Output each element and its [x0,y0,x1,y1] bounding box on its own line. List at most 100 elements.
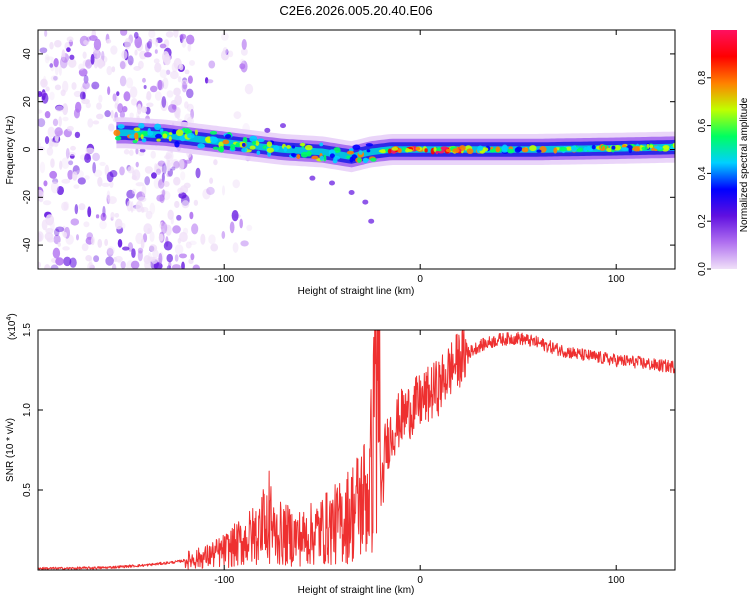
spectrogram-ridge-blob [138,122,145,129]
spectrogram-noise-blob [91,81,100,90]
spectrogram-ridge-blob [495,146,501,153]
spectrogram-ridge-blob [283,146,288,152]
spectrogram-noise-blob [71,82,77,90]
spectrogram-noise-blob [123,91,131,102]
spectrogram-noise-blob [104,110,111,118]
spectrogram-band-core [116,129,675,160]
spectrogram-noise-blob [54,228,60,237]
spectrogram-noise-blob [158,252,163,265]
spectrogram-noise-blob [184,159,192,164]
spectrogram-noise-blob [119,61,126,70]
spectrogram-noise-blob [45,214,55,226]
spectrogram-noise-blob [110,212,115,219]
spectrogram-noise-blob [111,263,117,269]
spectrogram-noise-blob [181,200,190,209]
snr-multiplier-exp: 4 [6,317,13,321]
spectrogram-noise-blob [107,123,115,132]
spectrogram-noise-blob [204,77,209,84]
spectrogram-noise-blob [222,47,228,56]
spectrogram-noise-blob [63,256,72,267]
colorbar-tick-label: 0.6 [697,118,708,132]
spectrogram-noise-blob [135,182,145,187]
spectrogram-ridge-blob [387,148,392,154]
spectrogram-ridge-blob [433,146,437,152]
spectrogram-ridge-blob [621,147,629,151]
spectrogram-noise-blob [82,51,87,59]
spectrogram-noise-blob [131,248,136,259]
spectrogram-ridge-blob [212,146,219,150]
spectrogram-noise-blob [100,212,107,222]
spectrogram-noise-blob [43,75,47,85]
spectrogram-noise-blob [38,91,43,98]
colorbar-tick-label: 0.8 [697,70,708,84]
spectrogram-noise-blob [135,200,143,213]
spectrogram-noise-blob [110,45,118,55]
snr-series-line [38,330,675,570]
spectrogram-ridge-blob [632,146,640,152]
spectrogram-noise-blob [129,112,134,119]
spectrogram-noise-blob [163,241,173,251]
spectrogram-noise-blob [68,151,76,156]
spectrogram-noise-blob [134,49,138,56]
snr-y-tick-label: 1.5 [22,323,33,337]
spectrogram-noise-blob [53,57,59,68]
spectrogram-noise-blob [181,261,185,269]
spectrogram-noise-blob [139,50,147,60]
spectrogram-noise-blob [161,172,165,183]
spectrogram-noise-blob [146,102,154,108]
spectrogram-noise-blob [159,69,168,79]
spectrogram-noise-blob [119,166,125,176]
spectrogram-noise-blob [62,103,69,116]
spectrogram-noise-blob [170,159,180,169]
spectrogram-noise-blob [61,201,69,211]
spectrogram-y-ticks: -40 -20 0 20 40 [22,48,675,252]
spectrogram-noise-blob [134,36,143,49]
spectrogram-noise-blob [153,177,162,189]
spectrogram-ridge-blob [583,147,588,152]
spectrogram-ridge-blob [477,145,484,151]
spectrogram-noise-blob [111,66,116,73]
spectrogram-ridge-blob [366,149,371,153]
spectrogram-noise-blob [131,188,137,195]
spectrogram-ridge-blob [352,144,361,150]
spectrogram-ridge-blob [154,123,162,131]
spectrogram-ridge-blob [407,148,413,153]
spectrogram-noise-blob [112,93,117,102]
spectrogram-noise-blob [49,91,55,101]
spectrogram-noise-blob [166,265,172,269]
spectrogram-noise-blob [104,238,109,247]
spectrogram-noise-blob [38,195,44,203]
spectrogram-noise-blob [46,237,55,243]
spectrogram-noise-blob [151,256,158,265]
spectrogram-noise-blob [40,78,48,88]
spectrogram-noise-blob [114,255,123,263]
spectrogram-ridge-blob [319,155,324,161]
spectrogram-ridge-blob [672,142,675,149]
spectrogram-noise-blob [129,149,134,156]
spectrogram-feature-blob [280,123,286,129]
spectrogram-noise-blob [87,206,92,218]
spectrogram-noise-blob [232,179,241,189]
spectrogram-noise-blob [213,159,218,166]
spectrogram-noise-blob [137,247,144,254]
spectrogram-noise-blob [189,59,196,66]
spectrogram-noise-blob [78,63,85,71]
spectrogram-noise-blob [166,159,171,172]
spectrogram-noise-blob [88,35,98,41]
spectrogram-noise-blob [92,120,100,125]
spectrogram-noise-blob [61,178,71,184]
spectrogram-noise-blob [173,176,181,186]
snr-multiplier-base: (x10 [7,320,18,340]
spectrogram-noise-blob [84,175,90,180]
spectrogram-ridge-blob [521,147,529,153]
spectrogram-noise-blob [39,47,48,54]
spectrogram-noise-blob [66,125,74,132]
spectrogram-noise-blob [244,83,254,95]
spectrogram-noise-blob [155,39,159,48]
spectrogram-ridge-blob [529,145,537,152]
spectrogram-noise-blob [105,39,112,44]
spectrogram-ridge-blob [319,142,324,147]
spectrogram-noise-blob [50,158,55,168]
spectrogram-noise-blob [91,236,95,246]
spectrogram-noise-blob [52,247,61,259]
